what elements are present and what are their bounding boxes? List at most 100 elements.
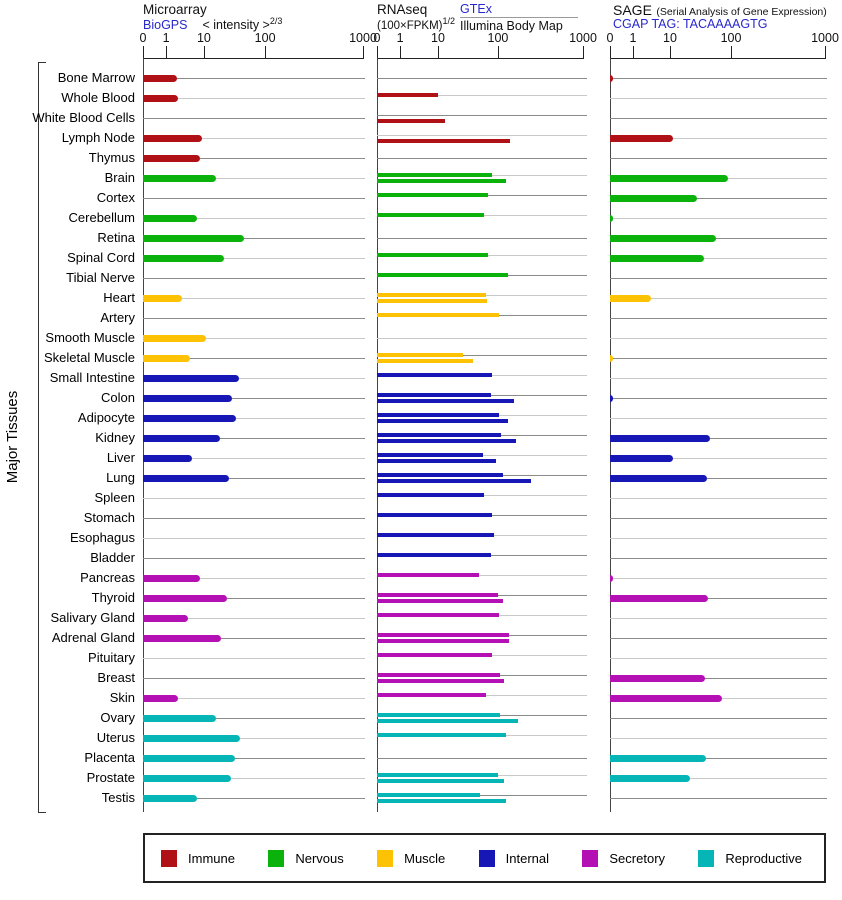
axis-tick bbox=[731, 46, 733, 58]
tissue-label: Cerebellum bbox=[68, 210, 135, 225]
row-gridline bbox=[507, 275, 587, 276]
expression-bar-gtex bbox=[377, 693, 486, 697]
legend-swatch-secretory bbox=[582, 849, 599, 867]
row-gridline bbox=[216, 718, 365, 719]
expression-bar-gtex bbox=[377, 593, 498, 597]
gtex-link[interactable]: GTEx bbox=[460, 2, 578, 18]
expression-bar-illumina bbox=[377, 439, 516, 443]
row-gridline bbox=[708, 598, 827, 599]
row-gridline bbox=[610, 498, 827, 499]
row-gridline bbox=[493, 535, 587, 536]
cgap-link[interactable]: CGAP bbox=[613, 17, 649, 31]
row-gridline bbox=[143, 558, 365, 559]
expression-bar-gtex bbox=[377, 493, 484, 497]
row-gridline bbox=[612, 358, 827, 359]
expression-bar-gtex bbox=[377, 253, 488, 257]
expression-bar bbox=[143, 455, 192, 462]
rnaseq-exponent: 1/2 bbox=[442, 16, 456, 26]
axis-baseline bbox=[377, 58, 584, 59]
row-gridline bbox=[231, 778, 365, 779]
axis-tick bbox=[203, 46, 205, 58]
expression-bar bbox=[143, 435, 220, 442]
row-gridline bbox=[727, 178, 827, 179]
row-gridline bbox=[143, 278, 365, 279]
tissue-label: Heart bbox=[103, 290, 135, 305]
expression-bar bbox=[143, 155, 201, 162]
illumina-body-map-label[interactable]: Illumina Body Map bbox=[460, 19, 563, 33]
axis-tick-label: 1000 bbox=[569, 31, 597, 45]
row-gridline bbox=[498, 315, 587, 316]
tissue-label: Brain bbox=[104, 170, 135, 185]
row-gridline bbox=[143, 678, 365, 679]
row-gridline bbox=[462, 355, 587, 356]
axis-tick bbox=[363, 46, 364, 58]
axis-tick bbox=[497, 46, 499, 58]
row-gridline bbox=[610, 638, 827, 639]
microarray-subtitle: < intensity > bbox=[202, 18, 270, 33]
expression-bar-illumina bbox=[377, 799, 506, 803]
axis-tick bbox=[437, 46, 439, 58]
expression-bar-gtex bbox=[377, 533, 494, 537]
tissue-label: Skin bbox=[109, 690, 135, 705]
tissue-label: Retina bbox=[97, 230, 135, 245]
expression-bar-gtex bbox=[377, 713, 501, 717]
row-gridline bbox=[497, 775, 587, 776]
tissue-label: Liver bbox=[106, 450, 135, 465]
legend-item: Muscle bbox=[377, 849, 445, 867]
expression-bar bbox=[610, 195, 698, 202]
expression-bar-illumina bbox=[377, 359, 473, 363]
row-gridline bbox=[610, 98, 827, 99]
expression-bar bbox=[610, 355, 613, 362]
expression-bar bbox=[610, 295, 651, 302]
tissue-bracket-line bbox=[38, 62, 39, 813]
expression-bar bbox=[143, 755, 235, 762]
tissue-label: Colon bbox=[101, 390, 135, 405]
expression-bar-gtex bbox=[377, 433, 501, 437]
row-gridline bbox=[377, 135, 587, 136]
expression-bar-gtex bbox=[377, 293, 486, 297]
row-gridline bbox=[377, 158, 587, 159]
row-gridline bbox=[197, 798, 365, 799]
microarray-exponent: 2/3 bbox=[269, 16, 283, 26]
row-gridline bbox=[498, 415, 587, 416]
expression-bar bbox=[143, 75, 178, 82]
legend-swatch-muscle bbox=[377, 849, 394, 867]
expression-bar-illumina bbox=[377, 639, 509, 643]
row-gridline bbox=[238, 378, 365, 379]
row-gridline bbox=[235, 418, 365, 419]
row-gridline bbox=[143, 498, 365, 499]
axis-tick-label: 10 bbox=[431, 31, 445, 45]
row-gridline bbox=[377, 78, 587, 79]
legend-label: Reproductive bbox=[725, 850, 802, 866]
expression-bar bbox=[143, 355, 191, 362]
biogps-link[interactable]: BioGPS bbox=[143, 18, 188, 33]
tissue-label: Testis bbox=[101, 790, 135, 805]
row-gridline bbox=[177, 78, 365, 79]
row-gridline bbox=[610, 418, 827, 419]
row-gridline bbox=[610, 158, 827, 159]
axis-tick-label: 1 bbox=[396, 31, 404, 45]
row-gridline bbox=[240, 738, 365, 739]
expression-bar bbox=[143, 235, 244, 242]
axis-tick-label: 100 bbox=[487, 31, 509, 45]
row-gridline bbox=[223, 258, 365, 259]
row-gridline bbox=[610, 738, 827, 739]
expression-bar bbox=[143, 735, 241, 742]
row-gridline bbox=[672, 458, 827, 459]
expression-bar-gtex bbox=[377, 773, 498, 777]
expression-bar-illumina bbox=[377, 139, 511, 143]
expression-bar bbox=[610, 255, 704, 262]
expression-bar bbox=[143, 255, 224, 262]
row-gridline bbox=[610, 318, 827, 319]
axis-tick bbox=[377, 46, 378, 58]
tissue-label: Stomach bbox=[83, 510, 135, 525]
expression-bar bbox=[610, 435, 710, 442]
row-gridline bbox=[498, 615, 587, 616]
expression-bar-illumina bbox=[377, 679, 505, 683]
tissue-label: Small Intestine bbox=[49, 370, 135, 385]
legend-item: Immune bbox=[161, 849, 235, 867]
row-gridline bbox=[188, 618, 365, 619]
sage-title-note: (Serial Analysis of Gene Expression) bbox=[656, 6, 827, 18]
expression-bar-gtex bbox=[377, 573, 479, 577]
row-gridline bbox=[650, 298, 827, 299]
